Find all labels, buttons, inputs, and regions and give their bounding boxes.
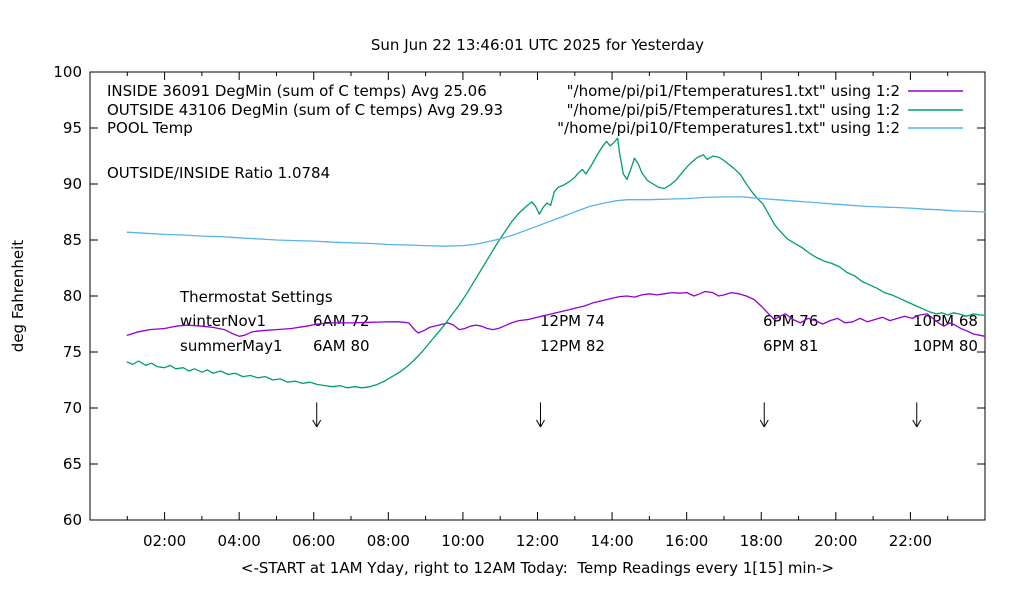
y-tick-label: 100: [53, 63, 82, 81]
x-tick-label: 10:00: [441, 532, 484, 550]
x-tick-label: 22:00: [889, 532, 932, 550]
time-arrow-head: [312, 419, 318, 428]
time-arrow-head: [912, 419, 918, 428]
series-inside-line: [126, 290, 986, 337]
thermostat-setting: 12PM 74: [540, 312, 605, 330]
thermostat-title: Thermostat Settings: [179, 288, 333, 306]
y-tick-label: 95: [63, 119, 82, 137]
x-tick-label: 02:00: [143, 532, 186, 550]
x-tick-label: 08:00: [367, 532, 410, 550]
series-pool-line: [126, 196, 986, 247]
x-tick-label: 18:00: [740, 532, 783, 550]
y-tick-label: 75: [63, 343, 82, 361]
legend-row-file: "/home/pi/pi10/Ftemperatures1.txt" using…: [557, 119, 900, 137]
x-tick-label: 14:00: [590, 532, 633, 550]
x-tick-label: 16:00: [665, 532, 708, 550]
legend-row-label: INSIDE 36091 DegMin (sum of C temps) Avg…: [107, 82, 487, 100]
thermostat-setting: 6PM 76: [763, 312, 818, 330]
thermostat-setting: 6PM 81: [763, 337, 818, 355]
series-outside-line: [126, 137, 986, 389]
time-arrow-head: [536, 419, 541, 428]
y-tick-label: 70: [63, 399, 82, 417]
y-tick-label: 65: [63, 455, 82, 473]
x-tick-label: 06:00: [292, 532, 335, 550]
time-arrow-head: [759, 419, 765, 428]
legend-row-file: "/home/pi/pi1/Ftemperatures1.txt" using …: [567, 82, 900, 100]
thermostat-setting: 10PM 80: [913, 337, 978, 355]
y-tick-label: 60: [63, 511, 82, 529]
time-arrow-head: [540, 419, 545, 428]
x-tick-label: 12:00: [516, 532, 559, 550]
y-tick-label: 90: [63, 175, 82, 193]
time-arrow-head: [763, 419, 769, 428]
legend-row-label: OUTSIDE 43106 DegMin (sum of C temps) Av…: [107, 101, 503, 119]
x-tick-label: 20:00: [814, 532, 857, 550]
thermostat-row-name: summerMay1: [180, 337, 283, 355]
legend-row-file: "/home/pi/pi5/Ftemperatures1.txt" using …: [567, 101, 900, 119]
legend-row-label: POOL Temp: [107, 119, 193, 137]
time-arrow-head: [316, 419, 322, 428]
thermostat-setting: 6AM 72: [313, 312, 370, 330]
time-arrow-head: [916, 419, 922, 428]
thermostat-setting: 12PM 82: [540, 337, 605, 355]
x-tick-label: 04:00: [218, 532, 261, 550]
y-tick-label: 85: [63, 231, 82, 249]
thermostat-row-name: winterNov1: [180, 312, 266, 330]
thermostat-setting: 10PM 68: [913, 312, 978, 330]
y-tick-label: 80: [63, 287, 82, 305]
thermostat-setting: 6AM 80: [313, 337, 370, 355]
